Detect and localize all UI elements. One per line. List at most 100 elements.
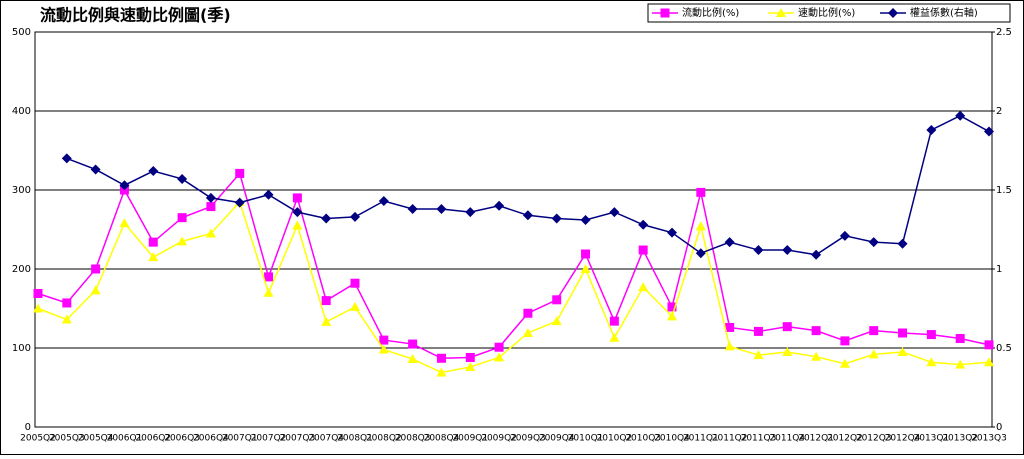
x-tick-label: 2013Q2 <box>942 434 978 444</box>
marker <box>378 196 389 207</box>
marker <box>667 302 677 312</box>
x-tick-label: 2007Q2 <box>251 434 287 444</box>
marker <box>840 336 850 346</box>
x-tick-label: 2005Q4 <box>78 434 114 444</box>
marker <box>984 340 994 350</box>
marker <box>811 351 822 361</box>
x-tick-label: 2007Q1 <box>222 434 258 444</box>
marker <box>839 358 850 368</box>
marker <box>436 203 447 214</box>
x-tick-label: 2010Q1 <box>568 434 604 444</box>
marker <box>321 213 332 224</box>
marker <box>148 166 159 177</box>
x-tick-label: 2008Q2 <box>366 434 402 444</box>
marker <box>177 236 188 246</box>
legend: 流動比例(%) 速動比例(%) 權益係數(右軸) <box>647 3 1011 23</box>
marker <box>955 110 966 121</box>
marker <box>782 322 792 332</box>
marker <box>580 264 591 273</box>
x-tick-label: 2008Q4 <box>424 434 460 444</box>
marker <box>984 357 994 367</box>
marker <box>522 210 533 221</box>
marker <box>868 349 879 359</box>
marker <box>264 272 274 282</box>
x-tick-label: 2009Q4 <box>539 434 575 444</box>
marker <box>407 354 418 364</box>
marker <box>235 168 245 178</box>
marker <box>408 339 418 349</box>
y-tick-label: 200 <box>12 264 31 275</box>
marker <box>667 311 677 321</box>
marker <box>839 230 850 241</box>
y2-tick-label: 1.5 <box>996 185 1012 196</box>
x-tick-label: 2006Q3 <box>164 434 200 444</box>
marker <box>551 213 562 224</box>
marker <box>234 197 245 208</box>
x-tick-label: 2011Q1 <box>683 434 719 444</box>
y-tick-label: 0 <box>25 422 31 433</box>
marker <box>926 330 936 340</box>
marker <box>782 346 793 356</box>
marker <box>753 350 764 360</box>
y-tick-label: 500 <box>12 27 31 38</box>
marker <box>33 303 43 313</box>
x-tick-label: 2012Q4 <box>885 434 921 444</box>
marker <box>292 207 303 218</box>
x-tick-label: 2013Q3 <box>971 434 1007 444</box>
marker <box>898 328 908 338</box>
x-tick-label: 2010Q2 <box>597 434 633 444</box>
marker <box>292 193 302 203</box>
marker <box>90 164 101 175</box>
x-tick-label: 2008Q3 <box>395 434 431 444</box>
marker <box>378 344 389 354</box>
marker <box>926 124 937 135</box>
legend-label: 速動比例(%) <box>798 6 855 19</box>
marker <box>667 227 677 238</box>
marker <box>119 180 130 191</box>
legend-box <box>647 3 1011 23</box>
series-line <box>37 200 990 374</box>
marker <box>379 335 389 345</box>
marker <box>148 252 159 262</box>
marker <box>888 8 898 18</box>
legend-label: 權益係數(右軸) <box>910 6 978 19</box>
x-tick-label: 2007Q3 <box>280 434 316 444</box>
marker <box>465 207 476 218</box>
x-tick-label: 2011Q2 <box>712 434 748 444</box>
marker <box>724 237 735 248</box>
marker <box>696 187 706 197</box>
y2-tick-label: 2.5 <box>996 27 1012 38</box>
marker <box>638 245 648 255</box>
marker <box>869 326 879 336</box>
marker <box>148 237 158 247</box>
x-tick-label: 2012Q2 <box>827 434 863 444</box>
marker <box>436 367 447 377</box>
marker <box>350 211 360 222</box>
marker <box>753 245 764 256</box>
marker <box>753 326 763 336</box>
marker <box>551 316 562 326</box>
marker <box>292 220 303 230</box>
x-tick-label: 2006Q4 <box>193 434 229 444</box>
marker <box>638 219 649 230</box>
x-tick-label: 2011Q3 <box>741 434 777 444</box>
x-tick-label: 2007Q4 <box>308 434 344 444</box>
marker <box>660 8 670 18</box>
marker <box>811 326 821 336</box>
x-tick-label: 2006Q1 <box>107 434 143 444</box>
marker <box>725 322 735 332</box>
marker <box>955 334 965 344</box>
marker <box>205 192 216 203</box>
marker <box>609 332 620 342</box>
y-tick-label: 100 <box>12 343 31 354</box>
x-tick-label: 2009Q1 <box>452 434 488 444</box>
marker <box>494 352 505 362</box>
marker <box>955 359 966 369</box>
marker <box>609 316 619 326</box>
marker <box>91 264 101 274</box>
marker <box>61 153 72 164</box>
x-tick-label: 2009Q2 <box>481 434 517 444</box>
x-tick-label: 2009Q3 <box>510 434 546 444</box>
x-tick-label: 2008Q1 <box>337 434 373 444</box>
x-tick-label: 2013Q1 <box>914 434 950 444</box>
